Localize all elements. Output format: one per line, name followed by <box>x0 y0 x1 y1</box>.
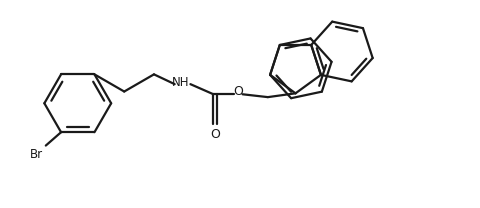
Text: NH: NH <box>172 76 190 89</box>
Text: O: O <box>233 85 243 98</box>
Text: Br: Br <box>30 148 43 161</box>
Text: O: O <box>210 128 220 141</box>
